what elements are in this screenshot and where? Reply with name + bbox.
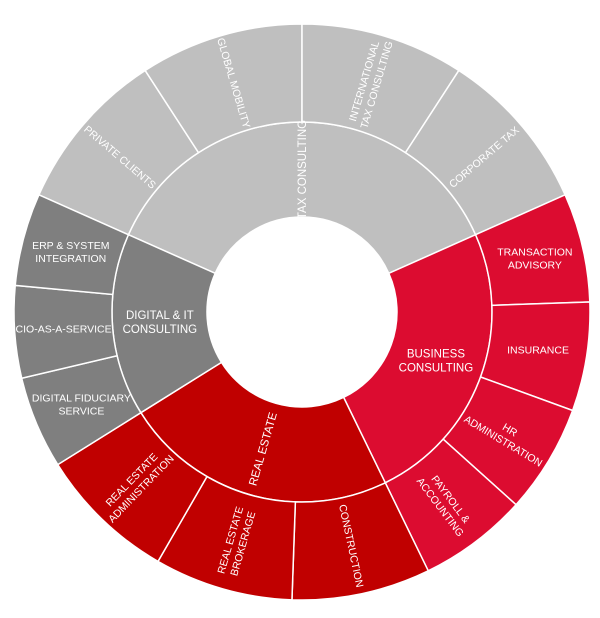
outer-label-erp-and-system-integration: ERP & SYSTEM INTEGRATION bbox=[32, 240, 109, 265]
inner-label-business-consulting: BUSINESS CONSULTING bbox=[399, 349, 474, 375]
inner-label-tax-consulting: TAX CONSULTING bbox=[297, 120, 309, 219]
outer-label-insurance: INSURANCE bbox=[507, 344, 569, 356]
inner-label-digital-and-it-consulting: DIGITAL & IT CONSULTING bbox=[123, 310, 198, 336]
outer-label-cio-as-a-service: CIO-AS-A-SERVICE bbox=[16, 324, 112, 336]
outer-wedge-erp-and-system-integration bbox=[14, 193, 130, 296]
outer-label-transaction-advisory: TRANSACTION ADVISORY bbox=[497, 247, 572, 272]
center-hole bbox=[207, 217, 397, 407]
wedge-layer bbox=[13, 23, 591, 601]
outer-label-digital-fiduciary-service: DIGITAL FIDUCIARY SERVICE bbox=[32, 393, 131, 418]
